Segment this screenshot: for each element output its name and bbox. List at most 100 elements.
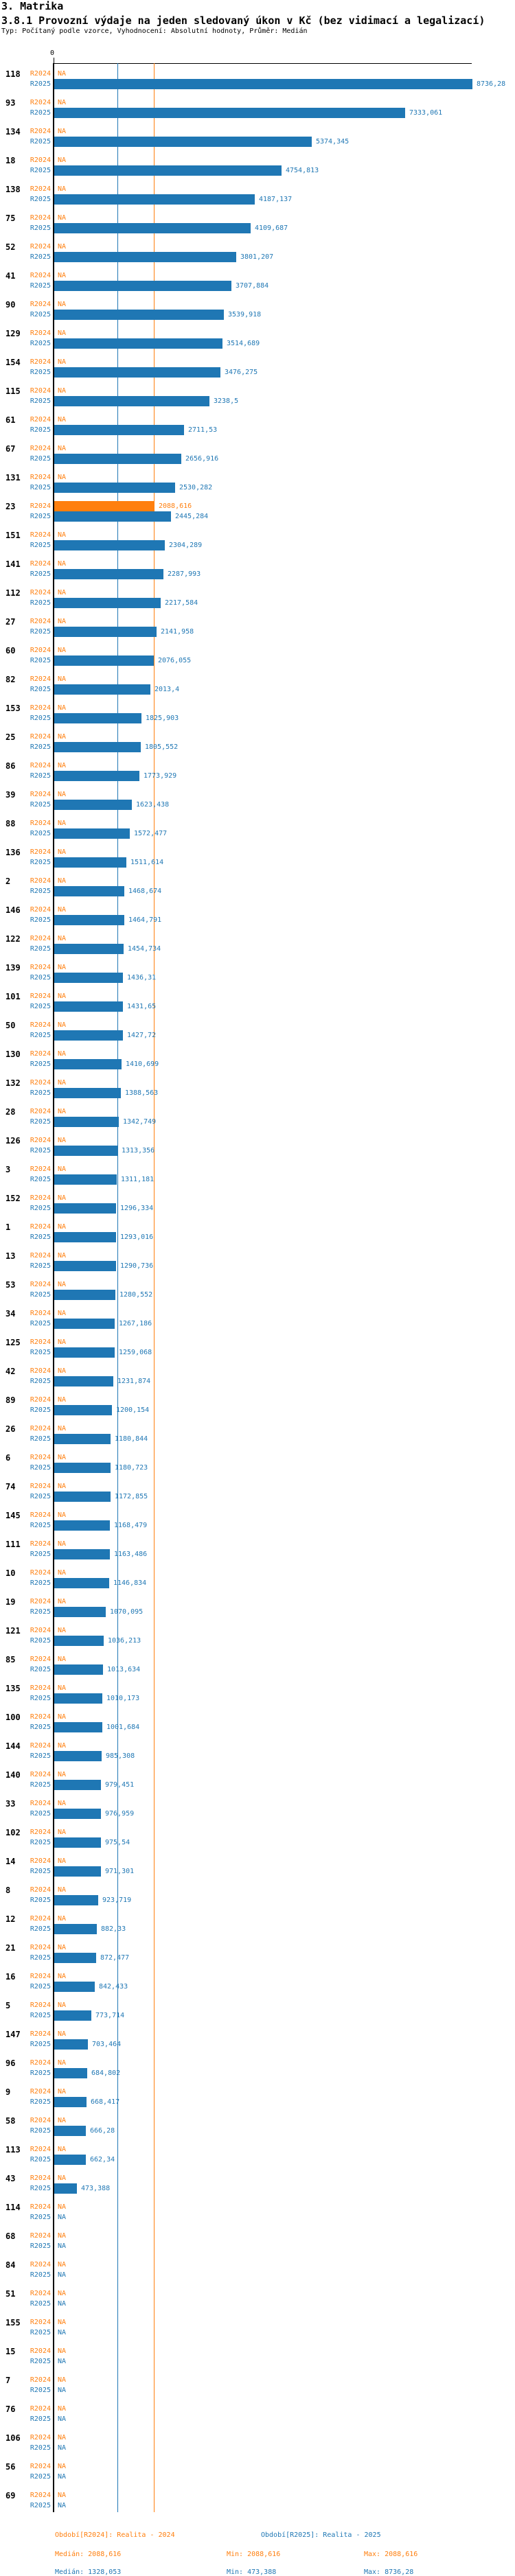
series-label-2025: R2025 bbox=[30, 2444, 51, 2452]
series-row-2024: R2024 NA bbox=[0, 2346, 515, 2357]
series-label-2024: R2024 bbox=[30, 1800, 51, 1807]
unit-label: 21 bbox=[5, 1943, 16, 1953]
series-row-2025: R2025 773,714 bbox=[0, 2010, 515, 2021]
chart-subtitle: 3.8.1 Provozní výdaje na jeden sledovaný… bbox=[1, 14, 485, 27]
bar-value-2025: 2141,958 bbox=[161, 628, 194, 636]
series-label-2024: R2024 bbox=[30, 1569, 51, 1577]
bar-value-2025: NA bbox=[58, 2387, 67, 2394]
series-label-2024: R2024 bbox=[30, 1194, 51, 1202]
series-row-2024: R2024 NA bbox=[0, 155, 515, 166]
series-row-2024: R2024 NA bbox=[0, 1049, 515, 1060]
series-row-2025: R2025 473,388 bbox=[0, 2183, 515, 2194]
bar-value-2025: 5374,345 bbox=[316, 138, 350, 146]
bar-group: 23 R2024 2088,616 R2025 2445,284 bbox=[0, 501, 515, 523]
bar-value-2025: 975,54 bbox=[105, 1839, 130, 1846]
series-label-2024: R2024 bbox=[30, 1252, 51, 1260]
bar-2025 bbox=[54, 1405, 112, 1415]
bar-2025 bbox=[54, 1146, 117, 1156]
series-label-2024: R2024 bbox=[30, 820, 51, 827]
series-label-2025: R2025 bbox=[30, 2156, 51, 2163]
series-label-2024: R2024 bbox=[30, 1454, 51, 1461]
series-label-2025: R2025 bbox=[30, 1781, 51, 1789]
unit-label: 56 bbox=[5, 2462, 16, 2472]
series-row-2025: R2025 NA bbox=[0, 2299, 515, 2310]
series-label-2025: R2025 bbox=[30, 397, 51, 405]
series-label-2025: R2025 bbox=[30, 657, 51, 664]
series-row-2024: R2024 NA bbox=[0, 1222, 515, 1233]
bar-2025 bbox=[54, 1232, 116, 1242]
bar-value-2025: 1572,477 bbox=[134, 830, 168, 837]
series-label-2024: R2024 bbox=[30, 2290, 51, 2297]
series-row-2024: R2024 NA bbox=[0, 2404, 515, 2415]
bar-value-2025: NA bbox=[58, 2444, 67, 2452]
bar-value-2024: NA bbox=[58, 272, 67, 279]
bar-value-2025: 1231,874 bbox=[117, 1378, 151, 1385]
series-label-2024: R2024 bbox=[30, 2030, 51, 2038]
series-row-2025: R2025 3539,918 bbox=[0, 310, 515, 321]
bar-2025 bbox=[54, 1982, 95, 1992]
bar-2025 bbox=[54, 454, 181, 464]
series-label-2024: R2024 bbox=[30, 474, 51, 481]
bar-value-2024: NA bbox=[58, 560, 67, 568]
unit-label: 25 bbox=[5, 732, 16, 742]
chart-title: 3. Matrika bbox=[1, 0, 64, 12]
bar-2025 bbox=[54, 137, 312, 147]
bar-value-2025: 1388,563 bbox=[125, 1089, 159, 1097]
bar-value-2024: NA bbox=[58, 358, 67, 366]
series-row-2025: R2025 1036,213 bbox=[0, 1636, 515, 1647]
bar-2025 bbox=[54, 165, 282, 176]
series-label-2024: R2024 bbox=[30, 1973, 51, 1980]
bar-value-2025: 3539,918 bbox=[228, 311, 262, 318]
series-row-2025: R2025 1464,791 bbox=[0, 915, 515, 926]
bar-2025 bbox=[54, 1722, 102, 1732]
series-label-2025: R2025 bbox=[30, 484, 51, 491]
unit-label: 43 bbox=[5, 2174, 16, 2183]
series-row-2024: R2024 NA bbox=[0, 1193, 515, 1204]
bar-2025 bbox=[54, 857, 126, 868]
series-row-2025: R2025 NA bbox=[0, 2212, 515, 2223]
series-row-2025: R2025 976,959 bbox=[0, 1809, 515, 1820]
series-label-2025: R2025 bbox=[30, 743, 51, 751]
bar-group: 76 R2024 NA R2025 NA bbox=[0, 2404, 515, 2426]
series-label-2024: R2024 bbox=[30, 387, 51, 395]
bar-2025 bbox=[54, 2039, 88, 2050]
unit-label: 69 bbox=[5, 2491, 16, 2500]
bar-group: 121 R2024 NA R2025 1036,213 bbox=[0, 1625, 515, 1647]
bar-value-2025: 1825,903 bbox=[146, 715, 179, 722]
series-label-2024: R2024 bbox=[30, 416, 51, 423]
bar-group: 153 R2024 NA R2025 1825,903 bbox=[0, 703, 515, 725]
series-row-2025: R2025 923,719 bbox=[0, 1895, 515, 1906]
bar-2025 bbox=[54, 1520, 110, 1531]
bar-value-2024: NA bbox=[58, 1483, 67, 1490]
bar-value-2024: NA bbox=[58, 1973, 67, 1980]
series-label-2025: R2025 bbox=[30, 2473, 51, 2481]
series-row-2024: R2024 NA bbox=[0, 1568, 515, 1579]
series-row-2024: R2024 NA bbox=[0, 2288, 515, 2299]
series-row-2025: R2025 1342,749 bbox=[0, 1117, 515, 1128]
bar-2025 bbox=[54, 1088, 121, 1098]
unit-label: 88 bbox=[5, 819, 16, 828]
bar-value-2024: NA bbox=[58, 1367, 67, 1375]
series-row-2024: R2024 NA bbox=[0, 270, 515, 281]
bar-group: 106 R2024 NA R2025 NA bbox=[0, 2433, 515, 2455]
series-label-2024: R2024 bbox=[30, 2146, 51, 2153]
bar-group: 28 R2024 NA R2025 1342,749 bbox=[0, 1106, 515, 1128]
series-label-2024: R2024 bbox=[30, 1079, 51, 1087]
series-label-2024: R2024 bbox=[30, 791, 51, 798]
x-axis-line bbox=[54, 63, 472, 64]
series-row-2024: R2024 NA bbox=[0, 2461, 515, 2472]
bar-value-2025: 1146,834 bbox=[113, 1579, 147, 1587]
series-label-2025: R2025 bbox=[30, 1666, 51, 1673]
series-row-2024: R2024 NA bbox=[0, 299, 515, 310]
bar-group: 114 R2024 NA R2025 NA bbox=[0, 2202, 515, 2224]
series-row-2024: R2024 NA bbox=[0, 2231, 515, 2242]
bar-value-2024: NA bbox=[58, 1540, 67, 1548]
bar-group: 34 R2024 NA R2025 1267,186 bbox=[0, 1308, 515, 1330]
bar-value-2025: NA bbox=[58, 2300, 67, 2308]
unit-label: 12 bbox=[5, 1914, 16, 1924]
bar-2025 bbox=[54, 713, 141, 723]
series-label-2025: R2025 bbox=[30, 945, 51, 953]
series-label-2024: R2024 bbox=[30, 531, 51, 539]
bar-value-2025: 1313,356 bbox=[122, 1147, 155, 1154]
bar-group: 82 R2024 NA R2025 2013,4 bbox=[0, 674, 515, 696]
